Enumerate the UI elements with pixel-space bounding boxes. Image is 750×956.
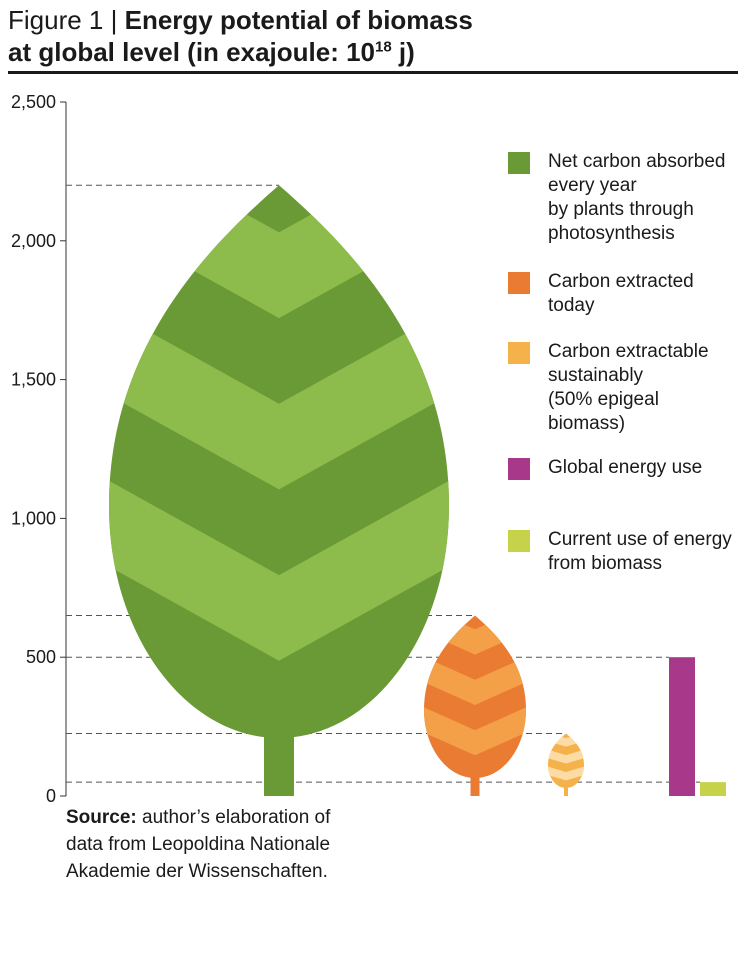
leaf-stem	[470, 774, 480, 796]
title-line2: at global level (in exajoule: 1018 j)	[8, 37, 415, 67]
y-tick-label: 2,500	[11, 92, 56, 112]
legend-swatch	[508, 272, 530, 294]
y-tick-label: 1,500	[11, 370, 56, 390]
leaf-mark	[548, 733, 584, 796]
legend-label: Net carbon absorbed every year by plants…	[548, 151, 726, 244]
y-tick-label: 1,000	[11, 508, 56, 528]
bar-mark	[700, 782, 726, 796]
leaf-band	[548, 760, 584, 781]
bar-mark	[669, 657, 695, 796]
legend-swatch	[508, 342, 530, 364]
source-note: Source: author’s elaboration of data fro…	[66, 804, 366, 885]
leaf-band	[109, 298, 449, 490]
legend-swatch	[508, 458, 530, 480]
leaf-mark	[424, 615, 526, 796]
leaf-band	[424, 698, 526, 756]
source-label: Source:	[66, 807, 137, 828]
figure-label: Figure 1	[8, 5, 104, 35]
legend-label: Global energy use	[548, 457, 703, 478]
leaf-bands	[548, 733, 584, 781]
leaf-band	[424, 648, 526, 705]
leaf-mark	[109, 185, 449, 796]
title-rule	[8, 71, 738, 74]
legend-label: Carbon extracted today	[548, 271, 694, 316]
leaf-stem	[564, 784, 568, 796]
source-text: author’s elaboration of data from Leopol…	[66, 807, 331, 882]
leaf-band	[109, 469, 449, 661]
chart-title: Figure 1 | Energy potential of biomass a…	[8, 4, 748, 68]
leaf-stem	[264, 734, 294, 796]
legend-swatch	[508, 530, 530, 552]
y-tick-label: 0	[46, 786, 56, 806]
legend-label: Carbon extractable sustainably (50% epig…	[548, 341, 709, 434]
y-tick-label: 500	[26, 647, 56, 667]
leaf-band	[548, 743, 584, 764]
leaf-band	[548, 733, 584, 747]
title-line1: Energy potential of biomass	[124, 5, 473, 35]
title-separator: |	[110, 5, 118, 35]
legend-label: Current use of energy from biomass	[548, 529, 732, 574]
y-tick-label: 2,000	[11, 231, 56, 251]
title-superscript: 18	[375, 38, 392, 56]
legend-swatch	[508, 152, 530, 174]
